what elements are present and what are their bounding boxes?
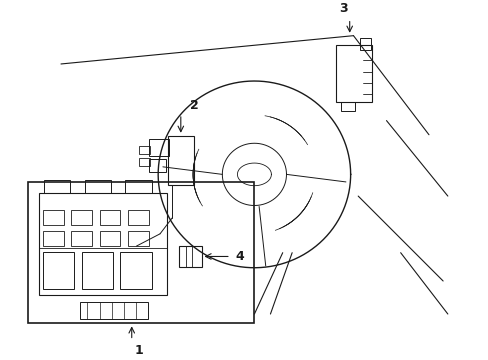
Bar: [341, 102, 355, 111]
Bar: [167, 136, 194, 185]
Bar: [43, 210, 63, 225]
Bar: [80, 302, 147, 319]
Bar: [179, 246, 201, 267]
Bar: [28, 182, 254, 324]
Bar: [43, 231, 63, 246]
Bar: [336, 45, 371, 102]
Bar: [359, 39, 371, 50]
Bar: [139, 146, 149, 154]
Bar: [100, 231, 120, 246]
Bar: [39, 193, 166, 295]
Bar: [128, 210, 148, 225]
Text: 4: 4: [235, 250, 244, 263]
Bar: [44, 180, 70, 193]
Bar: [43, 252, 74, 289]
Bar: [148, 139, 169, 157]
Bar: [71, 231, 92, 246]
Bar: [148, 159, 165, 172]
Bar: [71, 210, 92, 225]
Bar: [100, 210, 120, 225]
Text: 3: 3: [338, 2, 346, 15]
Bar: [139, 158, 149, 166]
Bar: [81, 252, 113, 289]
Bar: [84, 180, 111, 193]
Bar: [120, 252, 151, 289]
Text: 2: 2: [189, 99, 198, 112]
Bar: [125, 180, 151, 193]
Text: 1: 1: [135, 344, 143, 357]
Bar: [128, 231, 148, 246]
